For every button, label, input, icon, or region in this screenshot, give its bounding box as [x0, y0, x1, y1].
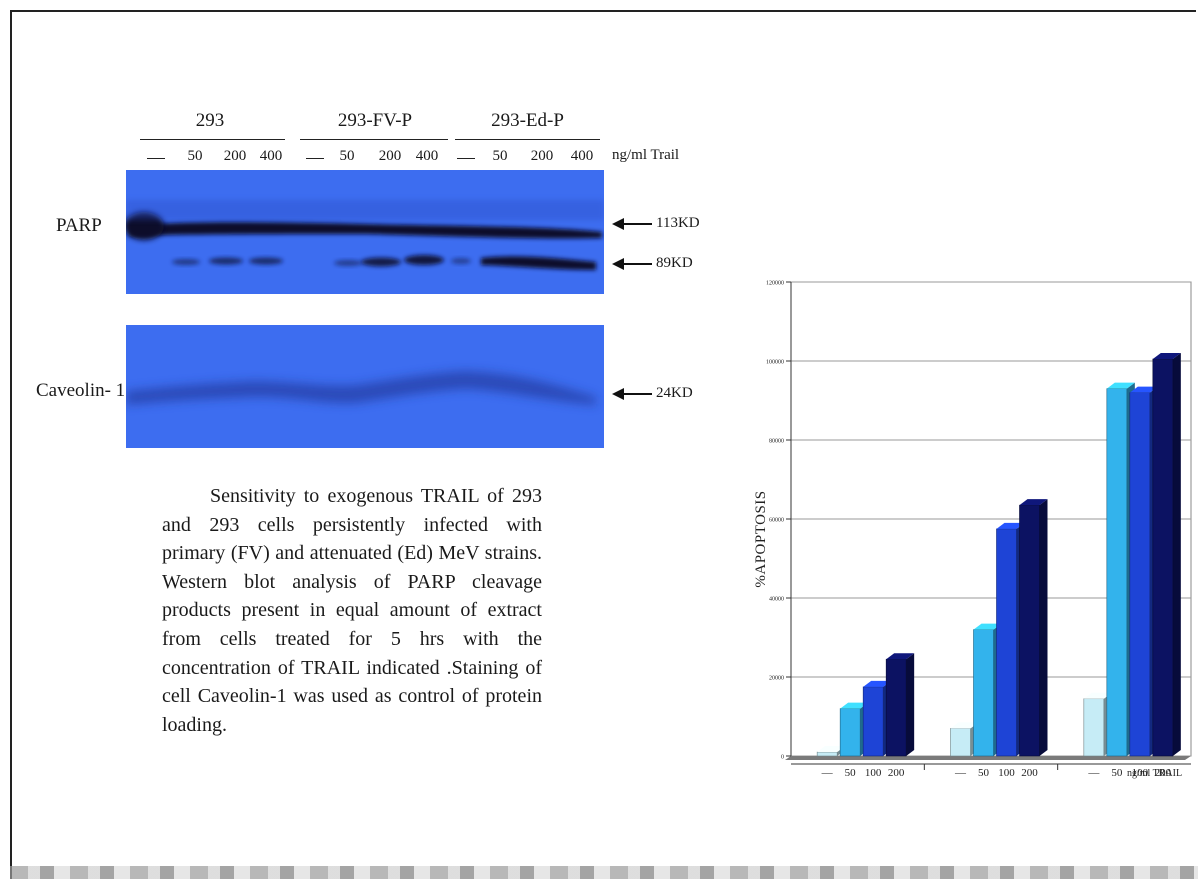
marker-24kd: 24KD — [612, 385, 693, 402]
x-unit-label: ng/ml TRAIL — [1127, 768, 1182, 779]
dose-label: 200 — [1021, 767, 1038, 779]
dose-label: — — [1087, 767, 1100, 779]
bar — [1019, 504, 1040, 757]
group-line-293 — [140, 139, 285, 140]
parp-bands — [126, 200, 604, 270]
lane-label: 400 — [570, 148, 594, 164]
bar — [996, 528, 1017, 757]
caveolin-bands — [126, 371, 596, 405]
dose-label: 100 — [865, 767, 882, 779]
dose-label: 50 — [1111, 767, 1123, 779]
dose-label: 100 — [1132, 767, 1149, 779]
lane-untreated-dash — [457, 158, 475, 159]
y-tick-label: 120000 — [766, 281, 784, 287]
parp-blot-image — [126, 170, 604, 294]
y-tick-label: 20000 — [769, 676, 784, 682]
bar-top — [950, 722, 979, 729]
lane-label: 200 — [530, 148, 554, 164]
lane-label: 50 — [492, 148, 508, 164]
caveolin-blot-image — [126, 325, 604, 448]
chart-canvas: 0 20000 40000 60000 80000 100000 120000 %APOPTO… — [753, 281, 1192, 810]
arrow-left-icon — [612, 387, 652, 400]
dose-label: 50 — [845, 767, 857, 779]
bar-top — [840, 702, 869, 709]
group-label-293: 293 — [195, 110, 225, 131]
marker-113kd: 113KD — [612, 215, 700, 232]
bar-top — [1152, 353, 1181, 360]
marker-89kd: 89KD — [612, 255, 693, 272]
y-tick-label: 60000 — [769, 518, 784, 524]
lane-untreated-dash — [306, 158, 324, 159]
blot-unit-label: ng/ml Trail — [612, 147, 680, 163]
bar-side — [1172, 353, 1181, 756]
bar — [1152, 358, 1174, 757]
scan-edge-strip — [10, 866, 1198, 879]
group-label-293-ed-p: 293-Ed-P — [491, 110, 564, 131]
bar-top — [863, 680, 892, 687]
dose-label: — — [954, 767, 967, 779]
bar — [973, 629, 994, 757]
lane-untreated-dash — [147, 158, 165, 159]
protein-label-parp: PARP — [56, 215, 102, 236]
bar-top — [1083, 692, 1112, 699]
figure-caption: Sensitivity to exogenous TRAIL of 293 an… — [162, 485, 542, 736]
y-tick-label: 40000 — [769, 597, 784, 603]
lane-label: 50 — [187, 148, 203, 164]
bar-top — [886, 653, 915, 660]
bar-side — [906, 653, 915, 756]
lane-label: 400 — [259, 148, 283, 164]
arrow-left-icon — [612, 257, 652, 270]
lane-label: 50 — [339, 148, 355, 164]
y-axis-label: %APOPTOSIS — [753, 490, 769, 587]
bar — [885, 658, 907, 757]
group-line-293-fv-p — [300, 139, 448, 140]
dose-label: — — [821, 767, 834, 779]
bar-top — [817, 746, 846, 753]
bar-top — [1019, 499, 1048, 506]
bar-top — [1106, 382, 1135, 389]
dose-label: 100 — [998, 767, 1015, 779]
y-tick-label: 80000 — [769, 439, 784, 445]
bar — [839, 708, 861, 757]
protein-label-caveolin: Caveolin- 1 — [36, 380, 126, 401]
group-label-293-fv-p: 293-FV-P — [337, 110, 413, 131]
chart-floor — [785, 756, 1191, 760]
lane-label: 200 — [378, 148, 402, 164]
lane-label: 400 — [415, 148, 439, 164]
bar — [816, 751, 838, 757]
bar-side — [1039, 499, 1048, 756]
bar-top — [1129, 386, 1158, 393]
group-line-293-ed-p — [455, 139, 600, 140]
bar-top — [973, 623, 1002, 630]
apoptosis-bar-chart: 0 20000 40000 60000 80000 100000 120000 %APOPTO… — [735, 268, 1195, 810]
bar — [1083, 698, 1105, 757]
lane-label: 200 — [223, 148, 247, 164]
bar-top — [996, 522, 1025, 529]
bar — [862, 686, 884, 757]
arrow-left-icon — [612, 217, 652, 230]
bar — [1106, 388, 1128, 757]
figure-frame — [10, 10, 1196, 879]
dose-label: 50 — [978, 767, 990, 779]
y-tick-label: 100000 — [766, 360, 784, 366]
bar — [1129, 392, 1151, 757]
dose-label: 200 — [1155, 767, 1172, 779]
bar — [950, 728, 971, 757]
y-tick-label: 0 — [781, 755, 784, 761]
dose-label: 200 — [888, 767, 905, 779]
